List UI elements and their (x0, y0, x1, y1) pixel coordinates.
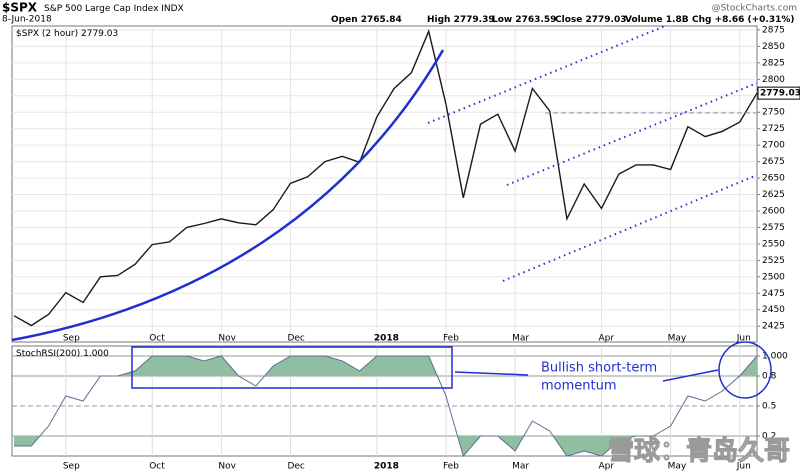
quote-item: Chg +8.66 (+0.31%) (692, 15, 794, 25)
quote-item: High 2779.39 (427, 15, 495, 25)
index-name: S&P 500 Large Cap Index INDX (44, 4, 184, 14)
x-tick-label: Apr (598, 334, 614, 344)
y-tick-label: 2525 (762, 256, 785, 266)
quote-item: Low 2763.59 (492, 15, 556, 25)
quote-value: 1.8B (666, 15, 689, 25)
x-tick-label: Mar (512, 334, 529, 344)
x-tick-label: Jun (736, 334, 751, 344)
y-tick-label: 2500 (762, 272, 785, 282)
y-tick-label: 2650 (762, 174, 785, 184)
x-tick-label: Nov (218, 462, 236, 472)
price-tag-box (757, 86, 800, 100)
quote-label: Volume (625, 15, 663, 25)
channel-line (506, 82, 758, 186)
watermark: 雪球：青岛久哥 (608, 436, 790, 467)
y-tick-label: 2575 (762, 223, 785, 233)
quote-value: +8.66 (+0.31%) (715, 15, 795, 25)
exchange: INDX (161, 4, 183, 14)
quote-label: Low (492, 15, 512, 25)
quote-item: Open 2765.84 (331, 15, 402, 25)
legend: StochRSI(200) 1.000 (16, 349, 109, 359)
x-tick-label: 2018 (374, 334, 399, 344)
y-tick-label: 2825 (762, 58, 785, 68)
quote-value: 2779.03 (585, 15, 626, 25)
y-tick-label: 2550 (762, 239, 785, 249)
marks (13, 29, 758, 458)
quote-item: Volume 1.8B (625, 15, 689, 25)
y-tick-label: 0.5 (762, 402, 776, 412)
quote-value: 2779.39 (454, 15, 495, 25)
y-tick-label: 2450 (762, 305, 785, 315)
shade-below (14, 436, 757, 456)
price-panel (11, 25, 758, 343)
quote-value: 2763.59 (515, 15, 556, 25)
grid: 2425 2450 2475 2500 2525 2550 2575 2600 2625 2650… (12, 25, 800, 472)
y-tick-label: 2425 (762, 322, 785, 332)
x-tick-label: Mar (512, 462, 529, 472)
x-tick-label: May (668, 462, 687, 472)
annotation: momentum (541, 379, 617, 394)
y-tick-label: 2800 (762, 75, 785, 85)
shade-above (14, 356, 757, 376)
y-tick-label: 2875 (762, 25, 785, 35)
y-tick-label: 0.8 (762, 372, 777, 382)
arrow (454, 371, 529, 376)
y-tick-label: 2475 (762, 289, 785, 299)
x-tick-label: 2018 (374, 462, 399, 472)
quote-label: Close (555, 15, 582, 25)
x-tick-label: May (668, 334, 687, 344)
y-tick-label: 2700 (762, 141, 785, 151)
x-tick-label: Dec (287, 334, 304, 344)
legend-name: $SPX (2 hour) (16, 29, 78, 39)
highlight-ellipse (718, 341, 772, 399)
x-tick-label: Jun (736, 462, 751, 472)
series-line (14, 355, 758, 458)
channel-line (502, 174, 758, 282)
y-tick-label: 1.000 (762, 352, 788, 362)
y-tick-label: 2850 (762, 42, 785, 52)
legend-name: StochRSI(200) (16, 349, 80, 359)
y-tick-label: 2750 (762, 108, 785, 118)
source: @StockCharts.com (712, 4, 797, 14)
x-tick-label: Oct (149, 334, 165, 344)
x-tick-label: Feb (443, 462, 459, 472)
x-tick-label: Sep (63, 334, 80, 344)
quote-label: Chg (692, 15, 711, 25)
quote-value: 2765.84 (361, 15, 402, 25)
x-tick-label: Oct (149, 462, 165, 472)
quote-label: High (427, 15, 450, 25)
arrow (662, 369, 719, 382)
x-tick-label: Nov (218, 334, 236, 344)
y-tick-label: 2625 (762, 190, 785, 200)
quote-label: Open (331, 15, 358, 25)
y-tick-label: 2725 (762, 124, 785, 134)
series-line (13, 29, 758, 327)
name: S&P 500 Large Cap Index (44, 4, 159, 14)
annotation: Bullish short-term (541, 361, 657, 376)
legend-value: 1.000 (83, 349, 109, 359)
date: 8-Jun-2018 (2, 15, 52, 25)
quote-item: Close 2779.03 (555, 15, 626, 25)
x-tick-label: Dec (287, 462, 304, 472)
y-tick-label: 2675 (762, 157, 785, 167)
highlight-box (131, 346, 453, 389)
price-tag: 2779.03 (760, 89, 800, 99)
symbol: $SPX (2, 1, 38, 15)
legend: $SPX (2 hour) 2779.03 (16, 29, 118, 39)
legend-value: 2779.03 (81, 29, 118, 39)
y-tick-label: 0.2 (762, 432, 776, 442)
x-tick-label: Sep (63, 462, 80, 472)
y-tick-label: 2600 (762, 206, 785, 216)
x-tick-label: Feb (443, 334, 459, 344)
trend-curve (11, 49, 445, 342)
x-tick-label: Apr (598, 462, 614, 472)
